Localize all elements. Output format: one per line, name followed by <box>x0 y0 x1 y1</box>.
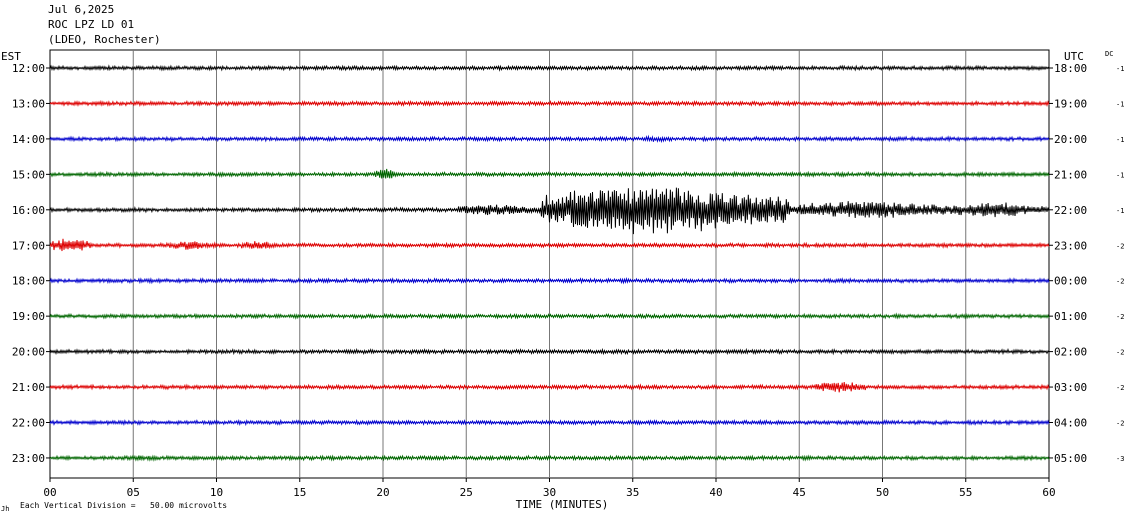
x-tick-label: 10 <box>210 486 223 499</box>
x-tick-label: 35 <box>626 486 639 499</box>
dc-offset-label: -2 <box>1116 278 1124 286</box>
est-time-label: 12:00 <box>12 62 45 75</box>
dc-offset-label: -2 <box>1116 313 1124 321</box>
x-axis-title: TIME (MINUTES) <box>516 498 609 511</box>
x-tick-label: 30 <box>543 486 556 499</box>
dc-offset-label: -1 <box>1116 65 1124 73</box>
seismic-trace <box>49 187 1050 235</box>
seismic-trace <box>49 418 1050 427</box>
est-time-label: 17:00 <box>12 239 45 252</box>
seismic-trace <box>49 312 1050 320</box>
dc-column-title: DC <box>1105 50 1113 58</box>
est-time-label: 22:00 <box>12 417 45 430</box>
header-date: Jul 6,2025 <box>48 3 115 16</box>
dc-offset-label: -2 <box>1116 242 1124 250</box>
x-tick-label: 15 <box>293 486 306 499</box>
est-time-label: 14:00 <box>12 133 45 146</box>
seismic-trace <box>49 134 1050 144</box>
est-time-label: 15:00 <box>12 168 45 181</box>
x-tick-label: 25 <box>460 486 473 499</box>
x-tick-label: 20 <box>376 486 389 499</box>
utc-time-label: 04:00 <box>1054 417 1087 430</box>
header-station: ROC LPZ LD 01 <box>48 18 135 31</box>
x-tick-label: 40 <box>709 486 722 499</box>
dc-offset-label: -2 <box>1116 349 1124 357</box>
utc-time-label: 18:00 <box>1054 62 1087 75</box>
utc-axis-title: UTC <box>1064 50 1084 63</box>
dc-offset-label: -1 <box>1116 207 1124 215</box>
footer-mark: Jh <box>1 505 9 513</box>
est-time-label: 16:00 <box>12 204 45 217</box>
x-axis-ticks: 00 05 10 15 20 25 30 35 40 45 50 55 60 <box>43 478 1056 499</box>
utc-time-label: 05:00 <box>1054 452 1087 465</box>
utc-time-label: 23:00 <box>1054 239 1087 252</box>
est-time-label: 20:00 <box>12 346 45 359</box>
utc-time-label: 00:00 <box>1054 275 1087 288</box>
x-tick-label: 55 <box>959 486 972 499</box>
est-time-label: 21:00 <box>12 381 45 394</box>
header-network: (LDEO, Rochester) <box>48 33 161 46</box>
utc-time-label: 01:00 <box>1054 310 1087 323</box>
seismic-trace <box>49 382 1050 393</box>
x-tick-label: 05 <box>127 486 140 499</box>
seismic-trace <box>49 168 1050 179</box>
utc-time-label: 02:00 <box>1054 346 1087 359</box>
seismic-trace <box>49 347 1050 356</box>
grid-lines <box>49 49 1050 479</box>
seismic-trace <box>49 277 1050 285</box>
dc-offset-label: -1 <box>1116 100 1124 108</box>
scale-note: Each Vertical Division = 50.00 microvolt… <box>20 501 228 510</box>
dc-offset-label: -1 <box>1116 171 1124 179</box>
utc-time-label: 19:00 <box>1054 97 1087 110</box>
utc-time-label: 21:00 <box>1054 168 1087 181</box>
est-time-label: 19:00 <box>12 310 45 323</box>
x-tick-label: 60 <box>1042 486 1055 499</box>
dc-offset-label: -2 <box>1116 384 1124 392</box>
dc-offset-label: -2 <box>1116 420 1124 428</box>
x-tick-label: 00 <box>43 486 56 499</box>
est-axis-title: EST <box>1 50 21 63</box>
est-time-label: 13:00 <box>12 97 45 110</box>
x-tick-label: 50 <box>876 486 889 499</box>
seismic-trace <box>49 238 1050 252</box>
seismic-trace <box>49 99 1050 108</box>
est-time-label: 23:00 <box>12 452 45 465</box>
seismic-trace <box>49 64 1050 72</box>
row-labels: 12:00 18:00 -1 13:00 19:00 -1 14:00 20:00 -1 15:0… <box>12 62 1125 465</box>
utc-time-label: 20:00 <box>1054 133 1087 146</box>
x-tick-label: 45 <box>793 486 806 499</box>
utc-time-label: 22:00 <box>1054 204 1087 217</box>
est-time-label: 18:00 <box>12 275 45 288</box>
utc-time-label: 03:00 <box>1054 381 1087 394</box>
dc-offset-label: -3 <box>1116 455 1124 463</box>
dc-offset-label: -1 <box>1116 136 1124 144</box>
seismic-trace <box>49 454 1050 462</box>
seismic-traces <box>49 64 1050 462</box>
